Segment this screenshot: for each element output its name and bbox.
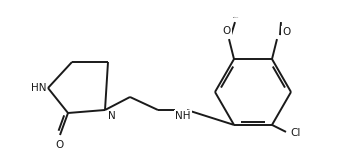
- Text: HN: HN: [31, 83, 46, 93]
- Text: methoxy: methoxy: [233, 17, 239, 18]
- Text: O: O: [282, 27, 290, 37]
- Text: N: N: [108, 111, 116, 121]
- Text: O: O: [56, 140, 64, 150]
- Text: Cl: Cl: [290, 128, 300, 138]
- Text: O: O: [223, 26, 231, 36]
- Text: NH: NH: [175, 111, 190, 121]
